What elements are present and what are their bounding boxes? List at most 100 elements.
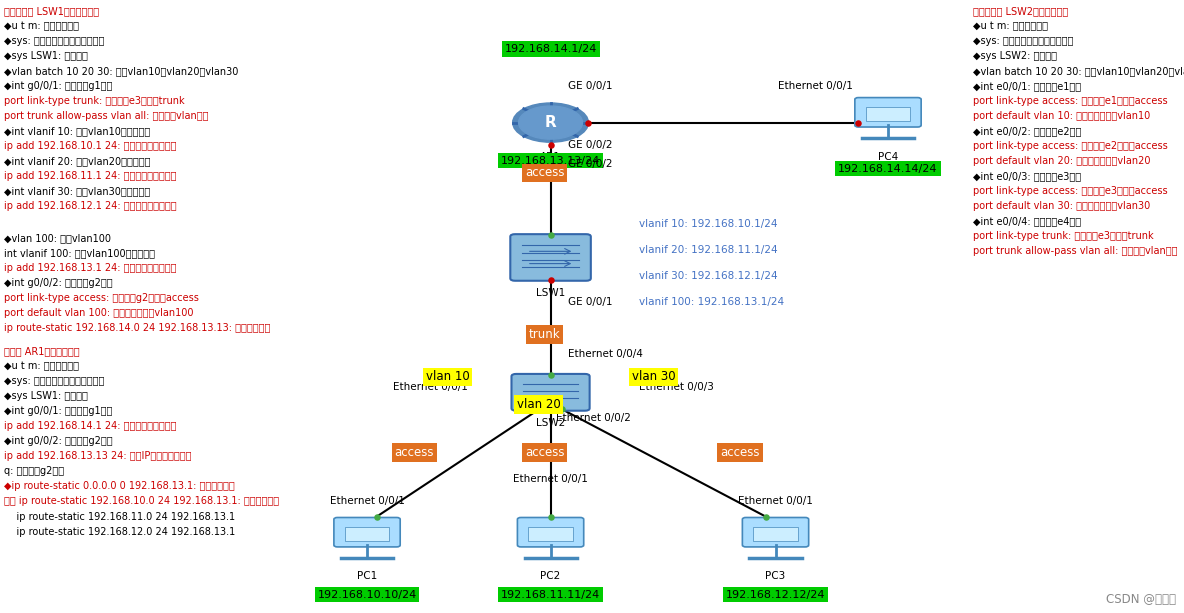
Text: GE 0/0/2: GE 0/0/2 — [568, 159, 613, 169]
Text: access: access — [720, 446, 760, 459]
Point — [849, 118, 868, 128]
Text: ◆int g0/0/1: 进入接口g1模式: ◆int g0/0/1: 进入接口g1模式 — [4, 406, 112, 416]
FancyBboxPatch shape — [855, 97, 921, 127]
Text: port link-type access: 选择接口e3类型为access: port link-type access: 选择接口e3类型为access — [973, 186, 1167, 196]
Circle shape — [513, 103, 588, 142]
Text: port default vlan 20: 该接口默认属于vlan20: port default vlan 20: 该接口默认属于vlan20 — [973, 156, 1151, 166]
Text: GE 0/0/2: GE 0/0/2 — [568, 140, 613, 150]
Text: vlan 30: vlan 30 — [632, 370, 675, 384]
Text: ◆int e0/0/1: 进入接口e1模式: ◆int e0/0/1: 进入接口e1模式 — [973, 81, 1081, 91]
Text: port link-type access: 选择接口e1类型为access: port link-type access: 选择接口e1类型为access — [973, 96, 1167, 106]
Text: ◆sys: 将用户视图切换到系统视图: ◆sys: 将用户视图切换到系统视图 — [4, 36, 104, 46]
Text: 192.168.13.13/24: 192.168.13.13/24 — [501, 156, 600, 166]
Text: ◆int vlanif 10: 进入vlan10的虚拟接口: ◆int vlanif 10: 进入vlan10的虚拟接口 — [4, 126, 150, 136]
Text: 路由器 AR1的配置过程：: 路由器 AR1的配置过程： — [4, 346, 79, 356]
Text: ◆sys LSW2: 改名操作: ◆sys LSW2: 改名操作 — [973, 51, 1057, 61]
Text: ◆vlan batch 10 20 30: 建立vlan10、vlan20、vlan30: ◆vlan batch 10 20 30: 建立vlan10、vlan20、vl… — [4, 66, 238, 76]
Text: CSDN @十七搭: CSDN @十七搭 — [1106, 593, 1176, 606]
Text: port link-type access: 选择接口e2类型为access: port link-type access: 选择接口e2类型为access — [973, 141, 1167, 151]
Text: ◆int g0/0/1: 进入接口g1模式: ◆int g0/0/1: 进入接口g1模式 — [4, 81, 112, 91]
Text: Ethernet 0/0/3: Ethernet 0/0/3 — [639, 383, 714, 392]
Text: ◆int vlanif 20: 进入vlan20的虚拟接口: ◆int vlanif 20: 进入vlan20的虚拟接口 — [4, 156, 150, 166]
Text: ◆sys LSW1: 改名操作: ◆sys LSW1: 改名操作 — [4, 391, 88, 402]
Text: ◆u t m: 关闭提示信息: ◆u t m: 关闭提示信息 — [4, 21, 78, 31]
Point — [541, 370, 560, 380]
Text: port link-type trunk: 选择接口e3类型为trunk: port link-type trunk: 选择接口e3类型为trunk — [4, 96, 185, 106]
Text: vlanif 20: 192.168.11.1/24: vlanif 20: 192.168.11.1/24 — [639, 245, 778, 255]
Text: 192.168.14.14/24: 192.168.14.14/24 — [838, 164, 938, 173]
Text: access: access — [525, 166, 565, 180]
FancyBboxPatch shape — [753, 527, 798, 541]
Text: ◆vlan 100: 建立vlan100: ◆vlan 100: 建立vlan100 — [4, 233, 110, 243]
FancyBboxPatch shape — [510, 234, 591, 281]
FancyBboxPatch shape — [528, 527, 573, 541]
Text: vlanif 100: 192.168.13.1/24: vlanif 100: 192.168.13.1/24 — [639, 297, 785, 306]
Text: ◆int vlanif 30: 进入vlan30的虚拟接口: ◆int vlanif 30: 进入vlan30的虚拟接口 — [4, 186, 150, 196]
Text: Ethernet 0/0/1: Ethernet 0/0/1 — [393, 383, 468, 392]
Text: port default vlan 30: 该接口默认属于vlan30: port default vlan 30: 该接口默认属于vlan30 — [973, 201, 1151, 211]
Text: PC1: PC1 — [356, 571, 378, 581]
Text: AR1: AR1 — [540, 152, 561, 162]
Text: ip add 192.168.13.1 24: 添加网关、子网掩码: ip add 192.168.13.1 24: 添加网关、子网掩码 — [4, 263, 176, 273]
Text: 192.168.10.10/24: 192.168.10.10/24 — [317, 590, 417, 600]
Text: ◆sys: 将用户视图切换到系统视图: ◆sys: 将用户视图切换到系统视图 — [4, 376, 104, 386]
Text: Ethernet 0/0/4: Ethernet 0/0/4 — [568, 349, 643, 359]
Text: 二层交换机 LSW2的配置过程：: 二层交换机 LSW2的配置过程： — [973, 6, 1068, 16]
Text: LSW2: LSW2 — [536, 418, 565, 428]
Point — [529, 405, 548, 414]
Text: port link-type access: 选择接口g2类型为access: port link-type access: 选择接口g2类型为access — [4, 293, 199, 303]
Text: ip add 192.168.14.1 24: 添加网关、子网掩码: ip add 192.168.14.1 24: 添加网关、子网掩码 — [4, 421, 176, 432]
Text: access: access — [525, 446, 565, 459]
Text: ◆int e0/0/3: 进入接口e3模式: ◆int e0/0/3: 进入接口e3模式 — [973, 171, 1081, 181]
Text: q: 退出接口g2模式: q: 退出接口g2模式 — [4, 466, 64, 476]
Text: 192.168.12.12/24: 192.168.12.12/24 — [726, 590, 825, 600]
Point — [541, 512, 560, 522]
Text: port default vlan 100: 该接口默认属于vlan100: port default vlan 100: 该接口默认属于vlan100 — [4, 308, 193, 318]
Text: Ethernet 0/0/1: Ethernet 0/0/1 — [513, 474, 588, 484]
Text: access: access — [394, 446, 435, 459]
Point — [541, 405, 560, 414]
Point — [553, 405, 572, 414]
Text: ◆sys: 将用户视图切换到系统视图: ◆sys: 将用户视图切换到系统视图 — [973, 36, 1074, 46]
Text: ip add 192.168.12.1 24: 添加网关、子网掩码: ip add 192.168.12.1 24: 添加网关、子网掩码 — [4, 201, 176, 211]
Text: 192.168.14.1/24: 192.168.14.1/24 — [504, 44, 597, 54]
Text: PC3: PC3 — [765, 571, 786, 581]
Point — [367, 512, 386, 522]
Point — [541, 140, 560, 150]
Point — [541, 275, 560, 284]
Text: PC2: PC2 — [540, 571, 561, 581]
Text: vlan 10: vlan 10 — [426, 370, 469, 384]
Text: 或者 ip route-static 192.168.10.0 24 192.168.13.1: 配置静态路由: 或者 ip route-static 192.168.10.0 24 192.1… — [4, 497, 278, 506]
Text: ip add 192.168.13.13 24: 添加IP地址、子网掩码: ip add 192.168.13.13 24: 添加IP地址、子网掩码 — [4, 451, 191, 462]
Text: ◆int e0/0/2: 进入接口e2模式: ◆int e0/0/2: 进入接口e2模式 — [973, 126, 1082, 136]
Text: vlanif 30: 192.168.12.1/24: vlanif 30: 192.168.12.1/24 — [639, 271, 778, 281]
FancyBboxPatch shape — [511, 374, 590, 411]
Text: R: R — [545, 115, 556, 130]
Text: ip route-static 192.168.11.0 24 192.168.13.1: ip route-static 192.168.11.0 24 192.168.… — [4, 511, 234, 522]
Text: Ethernet 0/0/1: Ethernet 0/0/1 — [738, 496, 813, 506]
Text: Ethernet 0/0/1: Ethernet 0/0/1 — [329, 496, 405, 506]
Text: port trunk allow-pass vlan all: 允许所有vlan通过: port trunk allow-pass vlan all: 允许所有vlan… — [973, 246, 1178, 256]
Text: trunk: trunk — [529, 328, 560, 341]
Text: ◆ip route-static 0.0.0.0 0 192.168.13.1: 配置默认路由: ◆ip route-static 0.0.0.0 0 192.168.13.1:… — [4, 481, 234, 492]
Text: ip add 192.168.11.1 24: 添加网关、子网掩码: ip add 192.168.11.1 24: 添加网关、子网掩码 — [4, 171, 176, 181]
Text: Ethernet 0/0/2: Ethernet 0/0/2 — [556, 413, 631, 423]
Text: 三层交换机 LSW1的配置过程：: 三层交换机 LSW1的配置过程： — [4, 6, 98, 16]
Text: vlanif 10: 192.168.10.1/24: vlanif 10: 192.168.10.1/24 — [639, 219, 778, 229]
Text: PC4: PC4 — [877, 152, 899, 162]
Point — [757, 512, 776, 522]
Text: ◆int g0/0/2: 进入接口g2模式: ◆int g0/0/2: 进入接口g2模式 — [4, 278, 112, 288]
Text: int vlanif 100: 进入vlan100的虚拟接口: int vlanif 100: 进入vlan100的虚拟接口 — [4, 248, 155, 258]
Text: GE 0/0/1: GE 0/0/1 — [568, 297, 613, 306]
Text: ip route-static 192.168.12.0 24 192.168.13.1: ip route-static 192.168.12.0 24 192.168.… — [4, 527, 234, 536]
Text: ◆vlan batch 10 20 30: 建立vlan10、vlan20、vlan30: ◆vlan batch 10 20 30: 建立vlan10、vlan20、vl… — [973, 66, 1184, 76]
Text: 192.168.11.11/24: 192.168.11.11/24 — [501, 590, 600, 600]
Text: ◆sys LSW1: 改名操作: ◆sys LSW1: 改名操作 — [4, 51, 88, 61]
Point — [579, 118, 598, 128]
Text: ip add 192.168.10.1 24: 添加网关、子网掩码: ip add 192.168.10.1 24: 添加网关、子网掩码 — [4, 141, 176, 151]
Text: LSW1: LSW1 — [536, 288, 565, 298]
Text: ◆int e0/0/4: 进入接口e4模式: ◆int e0/0/4: 进入接口e4模式 — [973, 216, 1081, 226]
FancyBboxPatch shape — [866, 107, 910, 121]
Point — [541, 230, 560, 240]
FancyBboxPatch shape — [345, 527, 390, 541]
